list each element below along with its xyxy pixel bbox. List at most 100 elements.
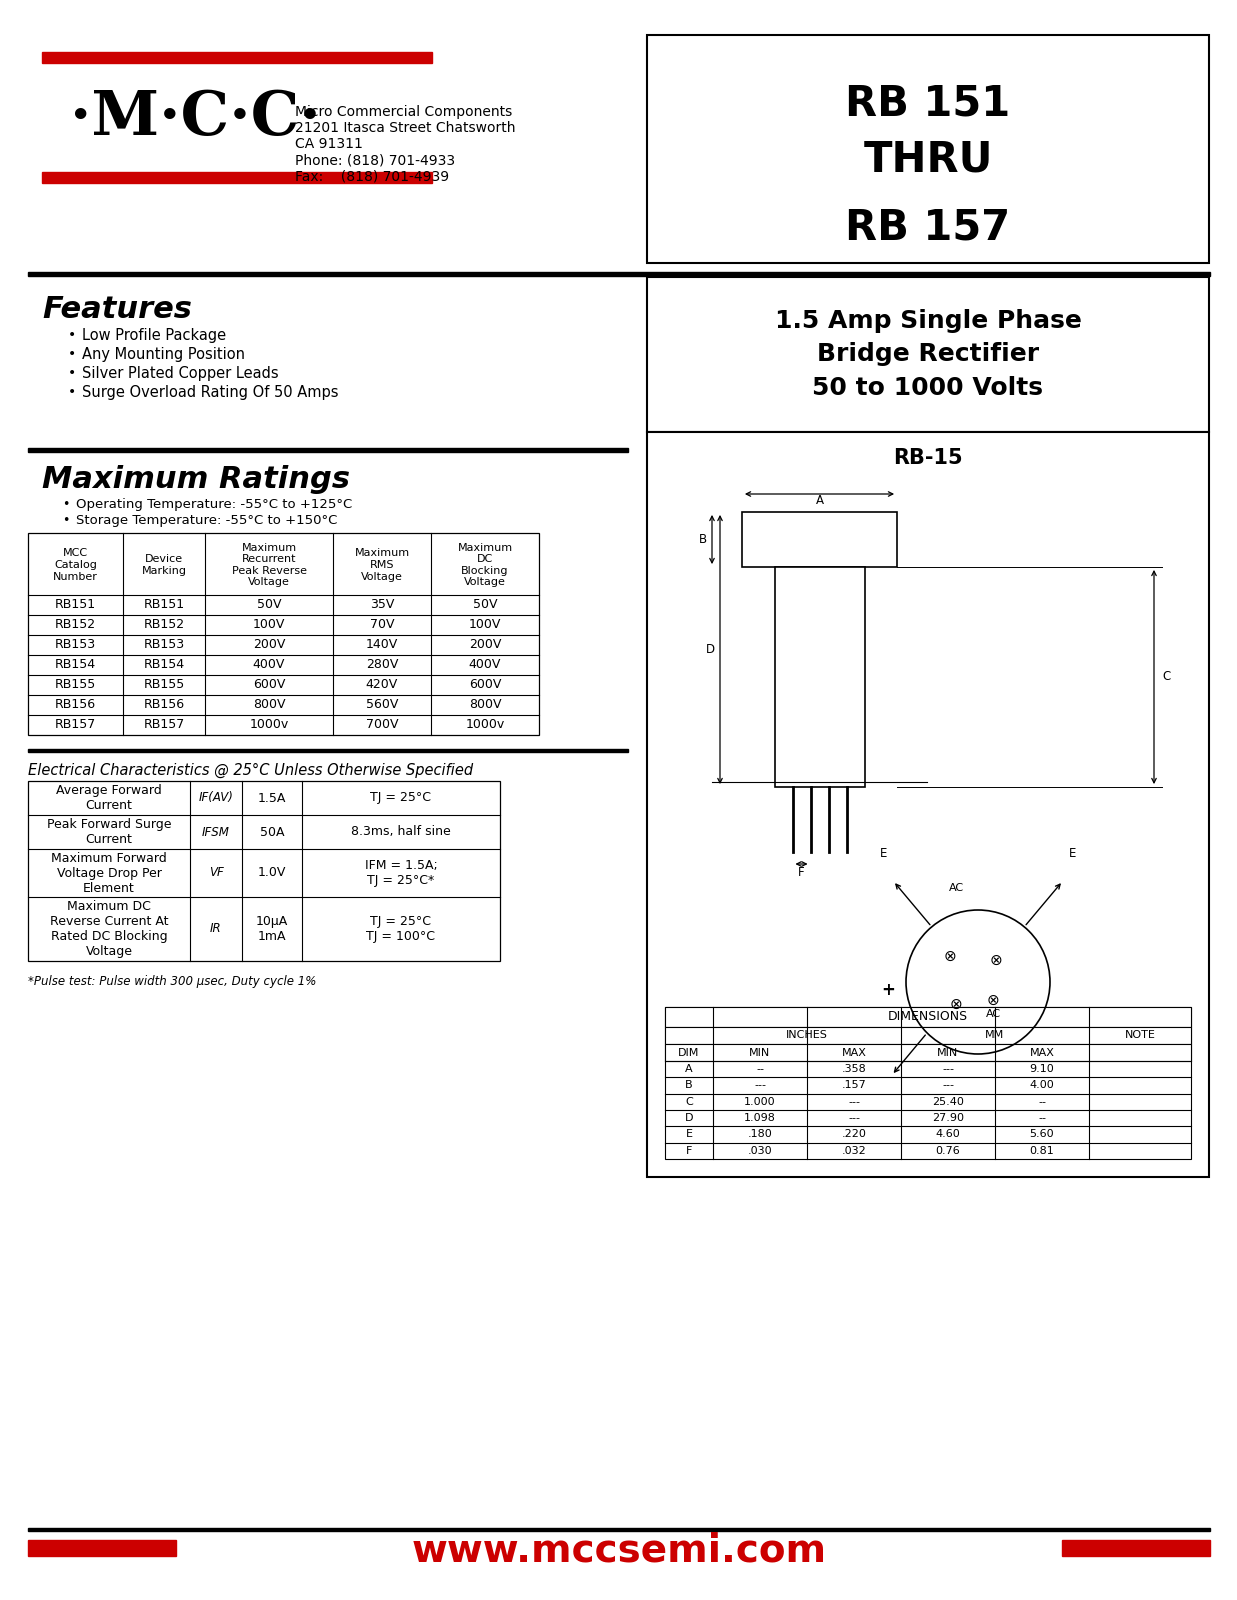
Text: ---: --- bbox=[849, 1098, 860, 1107]
Bar bbox=[666, 1006, 1191, 1027]
Text: RB153: RB153 bbox=[54, 638, 96, 651]
Text: •: • bbox=[68, 347, 77, 362]
Text: .157: .157 bbox=[841, 1080, 866, 1091]
Text: .358: .358 bbox=[841, 1064, 866, 1074]
Text: MIN: MIN bbox=[938, 1048, 959, 1058]
Text: --: -- bbox=[756, 1064, 764, 1074]
Bar bbox=[28, 1528, 1210, 1531]
Text: •: • bbox=[62, 514, 69, 526]
Text: 27.90: 27.90 bbox=[931, 1114, 964, 1123]
Text: RB152: RB152 bbox=[143, 619, 184, 632]
Text: RB151: RB151 bbox=[143, 598, 184, 611]
Bar bbox=[666, 1006, 1191, 1158]
Text: B: B bbox=[699, 533, 708, 546]
Text: 1.098: 1.098 bbox=[745, 1114, 776, 1123]
Text: RB 151: RB 151 bbox=[845, 82, 1011, 125]
Text: IR: IR bbox=[210, 923, 221, 936]
Text: Silver Plated Copper Leads: Silver Plated Copper Leads bbox=[82, 366, 278, 381]
Text: E: E bbox=[685, 1130, 693, 1139]
Text: www.mccsemi.com: www.mccsemi.com bbox=[412, 1531, 826, 1570]
Text: 50V: 50V bbox=[257, 598, 281, 611]
Text: ---: --- bbox=[849, 1114, 860, 1123]
Text: Maximum
RMS
Voltage: Maximum RMS Voltage bbox=[355, 549, 409, 582]
Text: RB157: RB157 bbox=[54, 718, 96, 731]
Text: F: F bbox=[798, 866, 805, 878]
Text: •: • bbox=[62, 498, 69, 510]
Text: 700V: 700V bbox=[366, 718, 398, 731]
Text: Any Mounting Position: Any Mounting Position bbox=[82, 347, 245, 362]
Text: 420V: 420V bbox=[366, 678, 398, 691]
Text: Storage Temperature: -55°C to +150°C: Storage Temperature: -55°C to +150°C bbox=[75, 514, 338, 526]
Text: 70V: 70V bbox=[370, 619, 395, 632]
Text: Features: Features bbox=[42, 294, 192, 323]
Text: Micro Commercial Components: Micro Commercial Components bbox=[294, 106, 512, 118]
Text: ⊗: ⊗ bbox=[950, 997, 962, 1011]
Text: C: C bbox=[685, 1098, 693, 1107]
Text: A: A bbox=[685, 1064, 693, 1074]
Text: D: D bbox=[685, 1114, 693, 1123]
Text: Phone: (818) 701-4933: Phone: (818) 701-4933 bbox=[294, 154, 455, 166]
Text: RB 157: RB 157 bbox=[845, 206, 1011, 248]
Text: •: • bbox=[68, 366, 77, 379]
Text: C: C bbox=[1162, 670, 1170, 683]
Bar bbox=[774, 566, 865, 787]
Text: MAX: MAX bbox=[841, 1048, 866, 1058]
Text: TJ = 25°C: TJ = 25°C bbox=[371, 792, 432, 805]
Bar bbox=[28, 272, 1210, 275]
Text: AC: AC bbox=[949, 883, 964, 893]
Text: Surge Overload Rating Of 50 Amps: Surge Overload Rating Of 50 Amps bbox=[82, 386, 339, 400]
Text: RB155: RB155 bbox=[143, 678, 184, 691]
Text: 1000v: 1000v bbox=[250, 718, 288, 731]
Text: 0.76: 0.76 bbox=[935, 1146, 960, 1155]
Text: 4.00: 4.00 bbox=[1029, 1080, 1054, 1091]
Text: 1.000: 1.000 bbox=[745, 1098, 776, 1107]
Text: 280V: 280V bbox=[366, 659, 398, 672]
Text: RB-15: RB-15 bbox=[893, 448, 962, 467]
Text: ⊗: ⊗ bbox=[944, 949, 956, 963]
Text: 560V: 560V bbox=[366, 699, 398, 712]
Text: E: E bbox=[1069, 848, 1076, 861]
Text: +: + bbox=[881, 981, 894, 998]
Text: Device
Marking: Device Marking bbox=[141, 554, 187, 576]
Text: Low Profile Package: Low Profile Package bbox=[82, 328, 226, 342]
Text: F: F bbox=[685, 1146, 693, 1155]
Text: Maximum
DC
Blocking
Voltage: Maximum DC Blocking Voltage bbox=[458, 542, 512, 587]
Text: .220: .220 bbox=[841, 1130, 866, 1139]
Text: 600V: 600V bbox=[469, 678, 501, 691]
Text: Maximum DC
Reverse Current At
Rated DC Blocking
Voltage: Maximum DC Reverse Current At Rated DC B… bbox=[49, 899, 168, 958]
Bar bbox=[28, 533, 539, 734]
Text: 4.60: 4.60 bbox=[935, 1130, 960, 1139]
Text: 100V: 100V bbox=[252, 619, 286, 632]
Text: CA 91311: CA 91311 bbox=[294, 138, 362, 150]
Text: NOTE: NOTE bbox=[1124, 1030, 1155, 1040]
Text: RB154: RB154 bbox=[143, 659, 184, 672]
Text: MCC
Catalog
Number: MCC Catalog Number bbox=[53, 549, 98, 582]
Text: ⊗: ⊗ bbox=[987, 992, 999, 1008]
Text: 25.40: 25.40 bbox=[931, 1098, 964, 1107]
Text: 400V: 400V bbox=[252, 659, 286, 672]
Text: RB155: RB155 bbox=[54, 678, 96, 691]
Text: MAX: MAX bbox=[1029, 1048, 1054, 1058]
Text: IFSM: IFSM bbox=[202, 826, 230, 838]
Text: 50V: 50V bbox=[473, 598, 497, 611]
Bar bbox=[647, 35, 1209, 262]
Text: MIN: MIN bbox=[750, 1048, 771, 1058]
Text: RB157: RB157 bbox=[143, 718, 184, 731]
Bar bbox=[28, 1539, 176, 1555]
Text: ·M·C·C·: ·M·C·C· bbox=[69, 88, 320, 149]
Text: 10μA
1mA: 10μA 1mA bbox=[256, 915, 288, 942]
Text: DIM: DIM bbox=[678, 1048, 700, 1058]
Text: 1000v: 1000v bbox=[465, 718, 505, 731]
Text: D: D bbox=[706, 643, 715, 656]
Text: A: A bbox=[815, 494, 824, 507]
Bar bbox=[28, 781, 500, 962]
Text: Operating Temperature: -55°C to +125°C: Operating Temperature: -55°C to +125°C bbox=[75, 498, 353, 510]
Bar bbox=[1063, 1539, 1210, 1555]
Text: Maximum Ratings: Maximum Ratings bbox=[42, 466, 350, 494]
Text: 800V: 800V bbox=[252, 699, 286, 712]
Text: 140V: 140V bbox=[366, 638, 398, 651]
Text: •: • bbox=[68, 328, 77, 342]
Text: IFM = 1.5A;
TJ = 25°C*: IFM = 1.5A; TJ = 25°C* bbox=[365, 859, 438, 886]
Text: 200V: 200V bbox=[469, 638, 501, 651]
Bar bbox=[666, 1027, 1191, 1043]
